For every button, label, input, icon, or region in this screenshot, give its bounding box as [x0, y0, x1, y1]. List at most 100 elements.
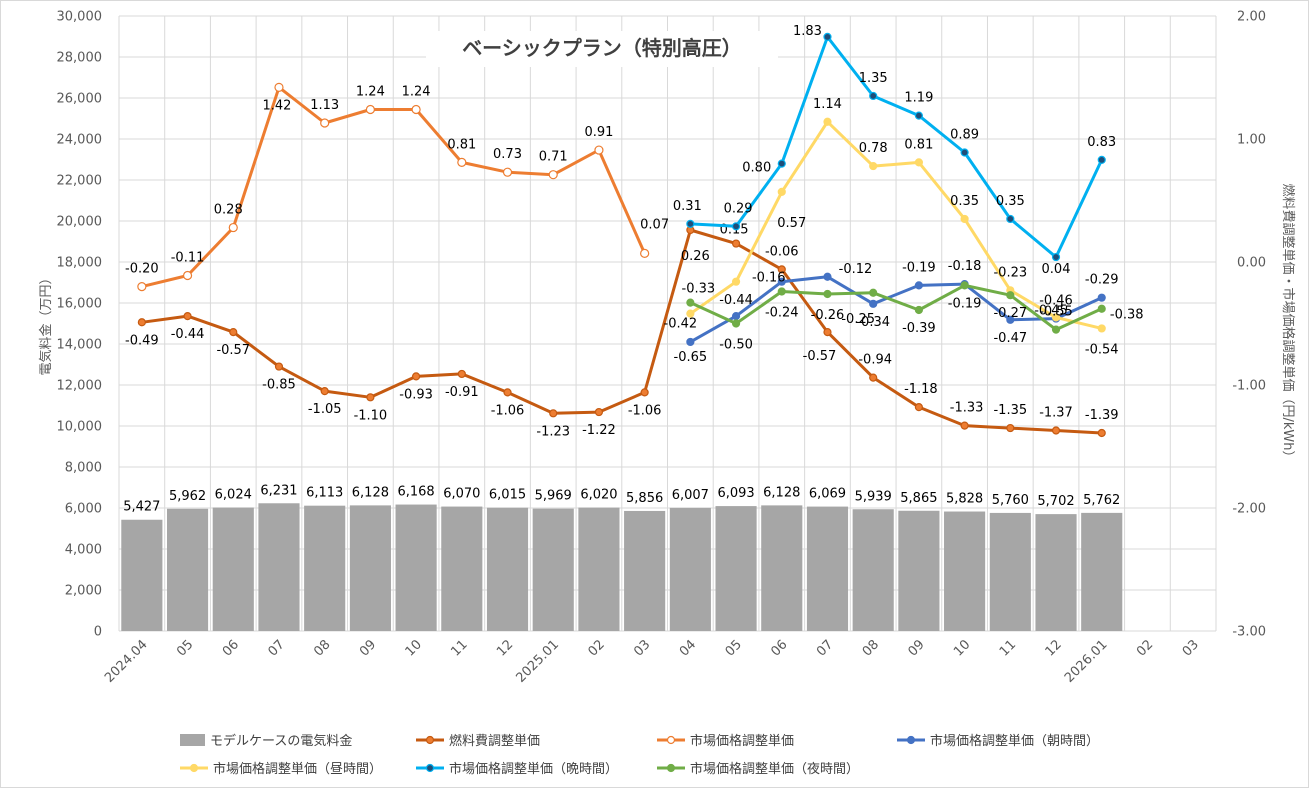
bar[interactable]: [898, 510, 940, 631]
data-point[interactable]: [869, 288, 878, 297]
data-point[interactable]: [914, 111, 923, 120]
bar[interactable]: [258, 503, 300, 631]
bar[interactable]: [806, 506, 849, 631]
data-point[interactable]: [548, 170, 558, 180]
data-point[interactable]: [1006, 423, 1015, 433]
data-point[interactable]: [960, 214, 969, 224]
data-point[interactable]: [731, 239, 741, 248]
x-tick-label: 05: [174, 637, 196, 659]
data-point[interactable]: [549, 409, 558, 418]
data-point[interactable]: [823, 117, 832, 126]
data-point[interactable]: [914, 281, 923, 290]
data-point[interactable]: [640, 388, 649, 397]
bar[interactable]: [669, 507, 711, 631]
data-point[interactable]: [731, 277, 741, 286]
data-point[interactable]: [823, 289, 832, 299]
bar[interactable]: [578, 507, 620, 631]
data-point[interactable]: [1097, 324, 1106, 333]
point-data-label: -0.57: [803, 349, 837, 364]
bar[interactable]: [486, 507, 529, 631]
bar[interactable]: [989, 512, 1031, 631]
data-point[interactable]: [777, 287, 786, 296]
bar[interactable]: [852, 509, 894, 631]
data-point[interactable]: [686, 337, 695, 347]
data-point[interactable]: [914, 403, 923, 412]
data-point[interactable]: [503, 388, 512, 397]
data-point[interactable]: [823, 328, 832, 337]
data-point[interactable]: [320, 387, 329, 396]
data-point[interactable]: [731, 222, 741, 231]
data-point[interactable]: [411, 104, 421, 115]
bar[interactable]: [212, 507, 254, 631]
data-point[interactable]: [686, 309, 695, 318]
data-point[interactable]: [869, 299, 878, 308]
bar[interactable]: [944, 511, 986, 631]
data-point[interactable]: [914, 305, 923, 315]
data-point[interactable]: [183, 312, 192, 321]
data-point[interactable]: [320, 118, 330, 128]
data-point[interactable]: [1097, 428, 1106, 438]
data-point[interactable]: [960, 281, 969, 290]
data-point[interactable]: [137, 318, 146, 327]
data-point[interactable]: [869, 161, 878, 171]
data-point[interactable]: [869, 373, 878, 382]
data-point[interactable]: [823, 32, 832, 42]
bar[interactable]: [1035, 514, 1077, 631]
data-point[interactable]: [777, 265, 786, 274]
data-point[interactable]: [777, 277, 786, 286]
bar[interactable]: [349, 505, 391, 631]
bar[interactable]: [121, 519, 163, 631]
bar[interactable]: [624, 510, 666, 631]
point-data-label: 0.31: [673, 199, 702, 214]
bar[interactable]: [441, 506, 483, 631]
data-point[interactable]: [777, 159, 786, 168]
legend-marker: [666, 763, 676, 773]
bar[interactable]: [1081, 512, 1123, 631]
data-point[interactable]: [914, 158, 923, 167]
bar[interactable]: [761, 505, 803, 631]
data-point[interactable]: [502, 167, 513, 177]
data-point[interactable]: [412, 372, 421, 381]
bar[interactable]: [395, 504, 437, 631]
data-point[interactable]: [1051, 325, 1061, 334]
data-point[interactable]: [869, 91, 878, 101]
data-point[interactable]: [457, 157, 467, 167]
data-point[interactable]: [1006, 291, 1015, 300]
data-point[interactable]: [1097, 293, 1106, 302]
data-point[interactable]: [1097, 304, 1106, 313]
data-point[interactable]: [366, 393, 375, 402]
data-point[interactable]: [274, 82, 284, 92]
data-point[interactable]: [229, 328, 238, 337]
bar[interactable]: [715, 506, 757, 631]
data-point[interactable]: [960, 148, 969, 157]
data-point[interactable]: [731, 312, 741, 321]
bar[interactable]: [166, 508, 209, 631]
data-point[interactable]: [137, 282, 147, 292]
bar[interactable]: [532, 508, 574, 631]
data-point[interactable]: [960, 421, 969, 430]
point-data-label: 1.13: [310, 98, 339, 113]
data-point[interactable]: [686, 219, 695, 228]
bar-data-label: 5,962: [169, 489, 206, 504]
right-tick-label: 2.00: [1237, 10, 1266, 25]
data-point[interactable]: [1097, 155, 1106, 165]
data-point[interactable]: [1051, 426, 1061, 435]
data-point[interactable]: [274, 362, 284, 371]
data-point[interactable]: [731, 319, 741, 328]
point-data-label: -1.33: [950, 401, 984, 416]
data-point[interactable]: [457, 369, 466, 379]
data-point[interactable]: [777, 187, 786, 196]
data-point[interactable]: [1006, 214, 1015, 224]
bar[interactable]: [304, 505, 346, 631]
data-point[interactable]: [1051, 252, 1061, 262]
data-point[interactable]: [228, 222, 238, 233]
data-point[interactable]: [640, 248, 650, 258]
data-point[interactable]: [823, 272, 832, 281]
data-point[interactable]: [182, 270, 193, 281]
data-point[interactable]: [365, 104, 375, 115]
data-point[interactable]: [1051, 313, 1061, 322]
data-point[interactable]: [594, 145, 604, 155]
data-point[interactable]: [686, 298, 695, 307]
data-point[interactable]: [594, 407, 604, 417]
data-point[interactable]: [1006, 315, 1015, 324]
